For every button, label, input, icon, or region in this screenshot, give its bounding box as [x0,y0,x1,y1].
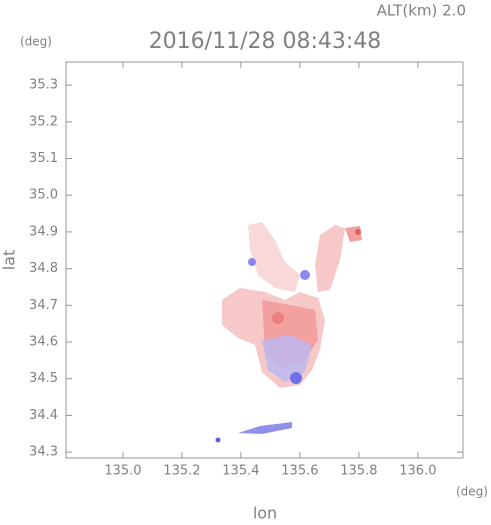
y-tick-label: 35.0 [29,188,58,203]
altitude-label: ALT(km) 2.0 [377,2,466,20]
x-axis-label: lon [253,504,277,522]
y-tick-label: 34.5 [29,371,58,386]
y-tick-label: 35.2 [29,114,58,129]
echo-region [300,270,310,280]
echo-region [315,225,345,292]
y-axis-label: lat [0,250,19,271]
echo-region [355,229,361,235]
echo-region [272,312,284,324]
x-unit: (deg) [456,485,488,499]
x-tick-label: 135.8 [340,464,377,479]
y-tick-label: 34.3 [29,445,58,460]
y-tick-label: 34.4 [29,408,58,423]
echo-field [215,222,362,443]
y-tick-label: 34.7 [29,298,58,313]
y-tick-label: 35.1 [29,151,58,166]
echo-region [215,437,221,443]
echo-region [248,258,256,266]
echo-region [248,222,300,292]
echo-region [290,372,302,384]
x-tick-label: 135.4 [222,464,259,479]
x-tick-label: 136.0 [399,464,436,479]
chart-title: 2016/11/28 08:43:48 [149,29,382,54]
plot-frame [65,61,464,459]
y-tick-label: 34.6 [29,335,58,350]
echo-region [238,422,292,434]
y-tick-label: 34.9 [29,224,58,239]
x-tick-label: 135.6 [281,464,318,479]
echo-region [262,335,312,382]
y-tick-label: 35.3 [29,78,58,93]
x-tick-label: 135.2 [163,464,200,479]
y-unit: (deg) [20,35,52,49]
x-tick-label: 135.0 [104,464,141,479]
y-tick-label: 34.8 [29,261,58,276]
